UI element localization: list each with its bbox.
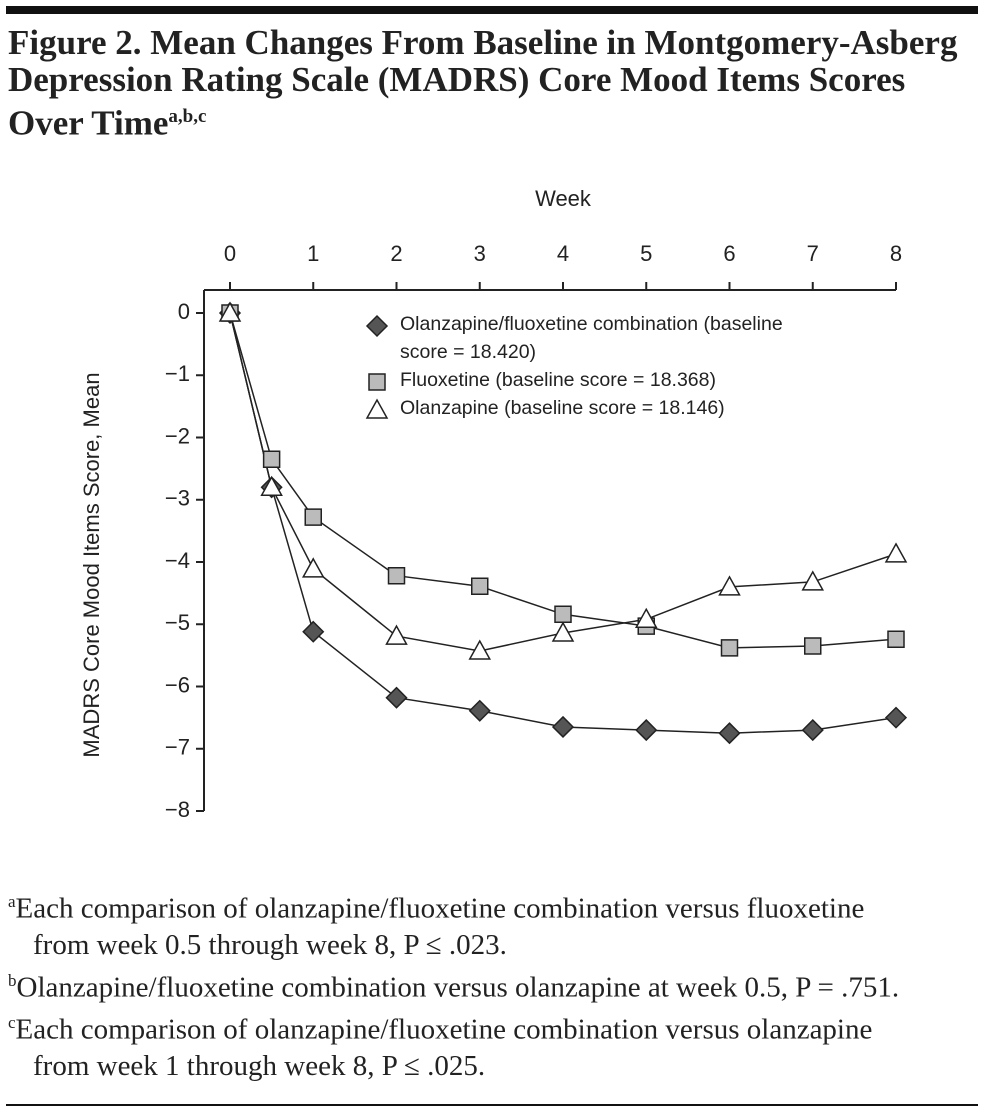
legend-icon xyxy=(368,373,386,391)
x-tick-label: 4 xyxy=(557,241,569,266)
series-line xyxy=(229,312,897,734)
y-tick-label: −5 xyxy=(165,610,190,635)
marker xyxy=(218,301,242,322)
series-line xyxy=(229,312,897,652)
y-tick-label: −8 xyxy=(165,797,190,822)
marker xyxy=(720,639,739,657)
legend-label: Olanzapine/fluoxetine combination (basel… xyxy=(400,313,783,363)
y-tick-label: −3 xyxy=(165,486,190,511)
title-text: Figure 2. Mean Changes From Baseline in … xyxy=(8,23,958,143)
y-tick-label: −1 xyxy=(165,361,190,386)
footnotes: aEach comparison of olanzapine/fluoxetin… xyxy=(8,884,908,1084)
marker xyxy=(365,314,389,338)
y-tick-label: 0 xyxy=(178,299,190,324)
marker xyxy=(718,575,741,596)
x-tick-label: 5 xyxy=(640,241,652,266)
marker xyxy=(471,577,489,596)
legend-icon xyxy=(365,314,389,338)
marker xyxy=(468,699,491,722)
x-tick-label: 0 xyxy=(224,241,236,266)
y-tick-label: −7 xyxy=(165,735,190,760)
footnote-marker: b xyxy=(8,970,17,990)
y-tick-label: −2 xyxy=(165,423,190,448)
x-tick-label: 2 xyxy=(390,241,402,266)
footnote: aEach comparison of olanzapine/fluoxetin… xyxy=(8,884,908,963)
marker xyxy=(302,620,325,643)
footnote-text: Olanzapine/fluoxetine combination versus… xyxy=(16,971,900,1004)
marker xyxy=(385,686,408,709)
x-tick-label: 8 xyxy=(890,241,902,266)
y-tick-label: −4 xyxy=(165,548,190,573)
footnote-marker: c xyxy=(8,1013,16,1033)
legend-label: Fluoxetine (baseline score = 18.368) xyxy=(400,369,716,391)
marker xyxy=(551,621,575,642)
legend-item: Olanzapine (baseline score = 18.146) xyxy=(365,394,795,422)
top-rule xyxy=(6,6,978,14)
x-tick-label: 7 xyxy=(807,241,819,266)
marker xyxy=(387,566,406,585)
marker xyxy=(260,475,283,497)
series-line xyxy=(229,312,897,649)
footnote: cEach comparison of olanzapine/fluoxetin… xyxy=(8,1005,908,1084)
marker xyxy=(304,508,322,526)
y-tick-label: −6 xyxy=(165,672,190,697)
marker xyxy=(801,570,825,591)
x-tick-label: 1 xyxy=(307,241,319,266)
marker xyxy=(385,624,408,645)
marker xyxy=(887,630,905,648)
legend-label: Olanzapine (baseline score = 18.146) xyxy=(400,397,725,419)
marker xyxy=(551,715,575,739)
legend-item: Olanzapine/fluoxetine combination (basel… xyxy=(365,310,795,366)
legend-icon xyxy=(365,398,389,419)
y-axis-label: MADRS Core Mood Items Score, Mean xyxy=(79,372,104,757)
footnote-text: Each comparison of olanzapine/fluoxetine… xyxy=(15,1013,873,1082)
marker xyxy=(718,722,741,745)
marker xyxy=(365,398,389,419)
marker xyxy=(262,450,281,469)
x-tick-label: 3 xyxy=(474,241,486,266)
marker xyxy=(368,373,386,391)
title-superscript: a,b,c xyxy=(168,106,207,127)
x-tick-label: 6 xyxy=(723,241,735,266)
marker xyxy=(635,719,658,742)
marker xyxy=(804,637,822,655)
footnote-marker: a xyxy=(8,892,16,911)
bottom-rule xyxy=(6,1104,978,1106)
legend: Olanzapine/fluoxetine combination (basel… xyxy=(365,310,795,422)
x-axis-label: Week xyxy=(535,186,592,211)
footnote-text: Each comparison of olanzapine/fluoxetine… xyxy=(15,892,865,961)
footnote: bOlanzapine/fluoxetine combination versu… xyxy=(8,963,908,1006)
legend-item: Fluoxetine (baseline score = 18.368) xyxy=(365,366,795,394)
marker xyxy=(554,605,572,624)
marker xyxy=(884,542,908,563)
marker xyxy=(301,557,325,578)
marker xyxy=(634,607,658,629)
chart-title: Figure 2. Mean Changes From Baseline in … xyxy=(8,24,968,142)
marker xyxy=(801,719,824,742)
marker xyxy=(884,706,908,729)
marker xyxy=(468,639,492,660)
